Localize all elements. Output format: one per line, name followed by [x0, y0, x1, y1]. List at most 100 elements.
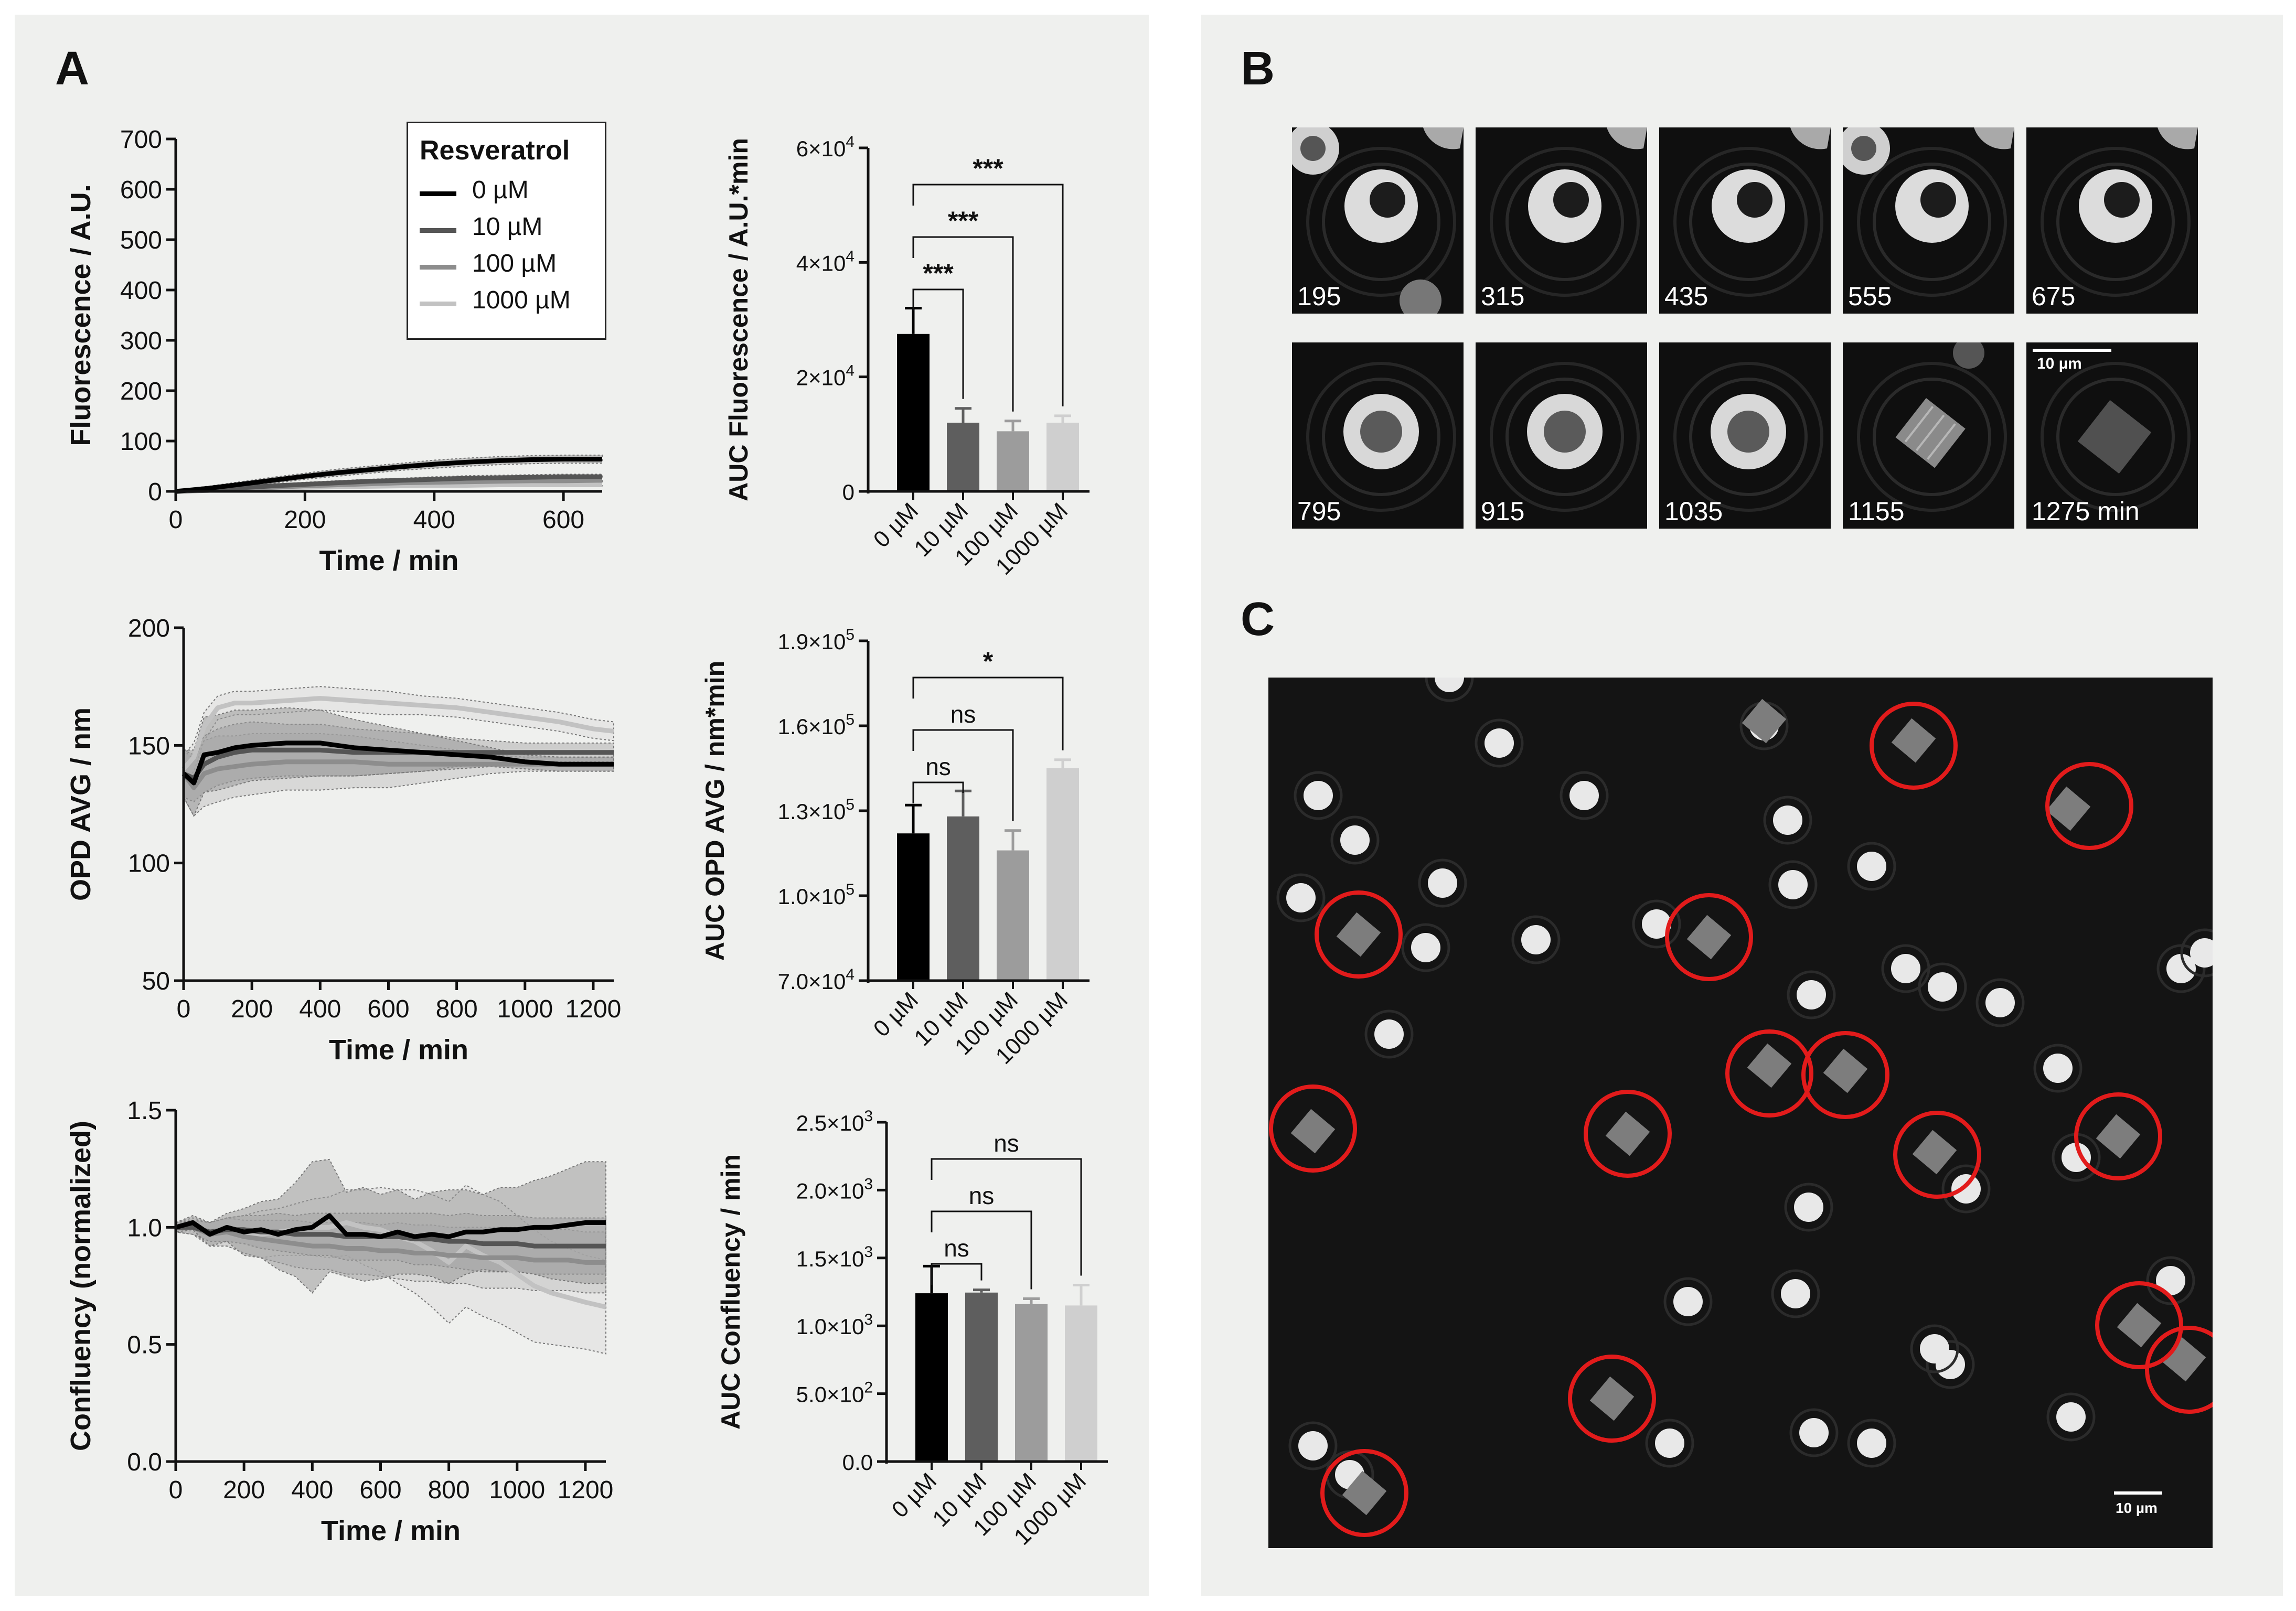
y-tick-label-fluor_auc-3: 6×104 — [796, 133, 855, 161]
y-tick-label-fluor_auc-0: 0 — [842, 480, 855, 504]
bar-fluor_auc-2 — [997, 431, 1029, 491]
significance-bracket-conf_auc-2 — [931, 1158, 1082, 1276]
round-cell-19 — [1794, 1193, 1823, 1222]
significance-label-conf_auc-0: ns — [944, 1234, 969, 1262]
bar-fluor_auc-3 — [1046, 423, 1079, 491]
round-cell-0 — [1435, 678, 1464, 692]
cell-halo-11 — [1768, 860, 1818, 909]
panel-a-letter: A — [55, 42, 89, 95]
y-tick-label-fluor_time-6: 600 — [120, 176, 162, 204]
y-tick-base-fluor_auc-1: 2×10 — [796, 366, 846, 390]
chart-fluor_time: 0 100 200 300 400 500 600 700 0 200 400 600 Time / m… — [65, 126, 603, 576]
y-tick-exp-opd_auc-0: 4 — [846, 966, 855, 983]
y-tick-label-opd_time-2: 150 — [128, 732, 170, 760]
y-tick-exp-opd_auc-1: 5 — [846, 881, 855, 898]
y-tick-exp-fluor_auc-2: 4 — [846, 248, 855, 265]
x-tick-label-opd_time-4: 800 — [436, 995, 478, 1023]
legend-label-1: 10 µM — [472, 213, 543, 241]
round-cell-25 — [1521, 925, 1551, 954]
bar-fluor_auc-1 — [947, 423, 979, 491]
cell-halo-15 — [1918, 962, 1967, 1012]
y-tick-base-fluor_auc-0: 0 — [842, 480, 855, 504]
round-cell-12 — [1797, 980, 1826, 1009]
x-tick-label-conf_time-4: 800 — [428, 1476, 470, 1504]
y-tick-base-conf_auc-5: 2.5×10 — [796, 1111, 864, 1135]
highlight-circle-11 — [2145, 1326, 2213, 1414]
series-line-fluor_time-0 — [175, 457, 602, 494]
legend-entry-0: 0 µM — [420, 176, 598, 209]
y-tick-exp-conf_auc-5: 3 — [864, 1108, 873, 1125]
series-line-fluor_time-1 — [175, 474, 602, 494]
highlight-circle-10 — [2095, 1281, 2183, 1369]
cell-halo-33 — [1941, 1164, 1991, 1213]
y-tick-label-opd_auc-1: 1.0×105 — [778, 881, 855, 909]
highlight-circle-7 — [1584, 1090, 1672, 1178]
crystal-cell-0 — [1891, 718, 1936, 763]
legend-entry-1: 10 µM — [420, 212, 598, 246]
y-tick-label-conf_time-0: 0.0 — [127, 1448, 162, 1476]
crystal-cell-5 — [1823, 1048, 1868, 1093]
highlight-circle-0 — [1870, 702, 1958, 790]
round-cell-2 — [1340, 825, 1370, 855]
y-tick-label-conf_time-3: 1.5 — [127, 1097, 162, 1125]
micrograph-tile-7: 1035 — [1659, 342, 1831, 529]
y-tick-label-fluor_auc-2: 4×104 — [796, 248, 855, 275]
cell-halo-2 — [1330, 815, 1380, 865]
micrograph-time-label-6: 915 — [1481, 497, 1525, 526]
cell-halo-27 — [2146, 1256, 2195, 1305]
cell-halo-13 — [1847, 842, 1896, 891]
x-tick-label-opd_time-5: 1000 — [497, 995, 553, 1023]
legend-entry-2: 100 µM — [420, 249, 598, 283]
y-tick-exp-fluor_auc-1: 4 — [846, 362, 855, 380]
bar-conf_auc-0 — [915, 1293, 948, 1462]
band-fluor_time-0 — [175, 454, 603, 492]
y-tick-label-opd_auc-2: 1.3×105 — [778, 796, 855, 824]
round-cell-7 — [1411, 933, 1440, 962]
round-cell-34 — [2056, 1402, 2086, 1432]
x-tick-label-opd_time-1: 200 — [231, 995, 273, 1023]
significance-bracket-opd_auc-1 — [912, 729, 1014, 821]
cell-halo-20 — [1771, 1269, 1820, 1318]
cell-halo-21 — [1926, 1340, 1975, 1389]
chart-conf_time: 0.0 0.5 1.0 1.5 0 200 400 600 800 1000 1200 Time / … — [65, 1097, 613, 1546]
cell-halo-12 — [1787, 970, 1836, 1019]
micrograph-image-6 — [1476, 342, 1647, 529]
y-tick-base-fluor_auc-2: 4×10 — [796, 251, 846, 275]
significance-bracket-opd_auc-0 — [912, 781, 964, 803]
micrograph-tile-8: 1155 — [1843, 342, 2014, 529]
round-cell-13 — [1857, 852, 1886, 881]
micrograph-tile-9: 1275 min 10 µm — [2026, 342, 2198, 529]
x-tick-label-opd_time-6: 1200 — [565, 995, 622, 1023]
significance-bracket-opd_auc-2 — [912, 676, 1064, 750]
round-cell-15 — [1928, 972, 1957, 1002]
cell-halo-22 — [1847, 1419, 1896, 1468]
cell-halo-31 — [1663, 1277, 1713, 1326]
significance-label-opd_auc-1: ns — [951, 701, 976, 728]
highlight-circle-13 — [1320, 1449, 1408, 1537]
y-axis-title-fluor_auc: AUC Fluorescence / A.U.*min — [724, 138, 753, 501]
round-cell-17 — [2043, 1054, 2073, 1083]
legend-entry-3: 1000 µM — [420, 286, 598, 319]
round-cell-5 — [1428, 868, 1457, 898]
y-tick-label-conf_time-2: 1.0 — [127, 1214, 162, 1242]
bar-opd_auc-1 — [947, 816, 979, 981]
significance-label-opd_auc-0: ns — [925, 753, 951, 780]
y-tick-label-fluor_time-7: 700 — [120, 126, 162, 154]
significance-bracket-conf_auc-0 — [931, 1263, 983, 1285]
round-cell-4 — [1569, 781, 1599, 810]
round-cell-8 — [1642, 909, 1671, 939]
round-cell-6 — [1286, 883, 1316, 912]
x-axis-title-fluor_time: Time / min — [319, 545, 458, 576]
crystal-cell-4 — [1747, 1043, 1792, 1088]
cell-halo-17 — [2033, 1044, 2083, 1093]
cell-halo-5 — [1418, 858, 1467, 908]
cell-halo-23 — [2156, 944, 2206, 993]
highlight-circle-12 — [1568, 1355, 1656, 1443]
round-cell-14 — [1891, 954, 1920, 983]
y-tick-label-conf_auc-0: 0.0 — [842, 1450, 873, 1475]
x-tick-label-fluor_time-3: 600 — [542, 506, 584, 534]
y-tick-exp-conf_auc-2: 3 — [864, 1311, 873, 1328]
legend-swatch-3 — [420, 302, 456, 306]
x-tick-label-opd_time-3: 600 — [367, 995, 409, 1023]
